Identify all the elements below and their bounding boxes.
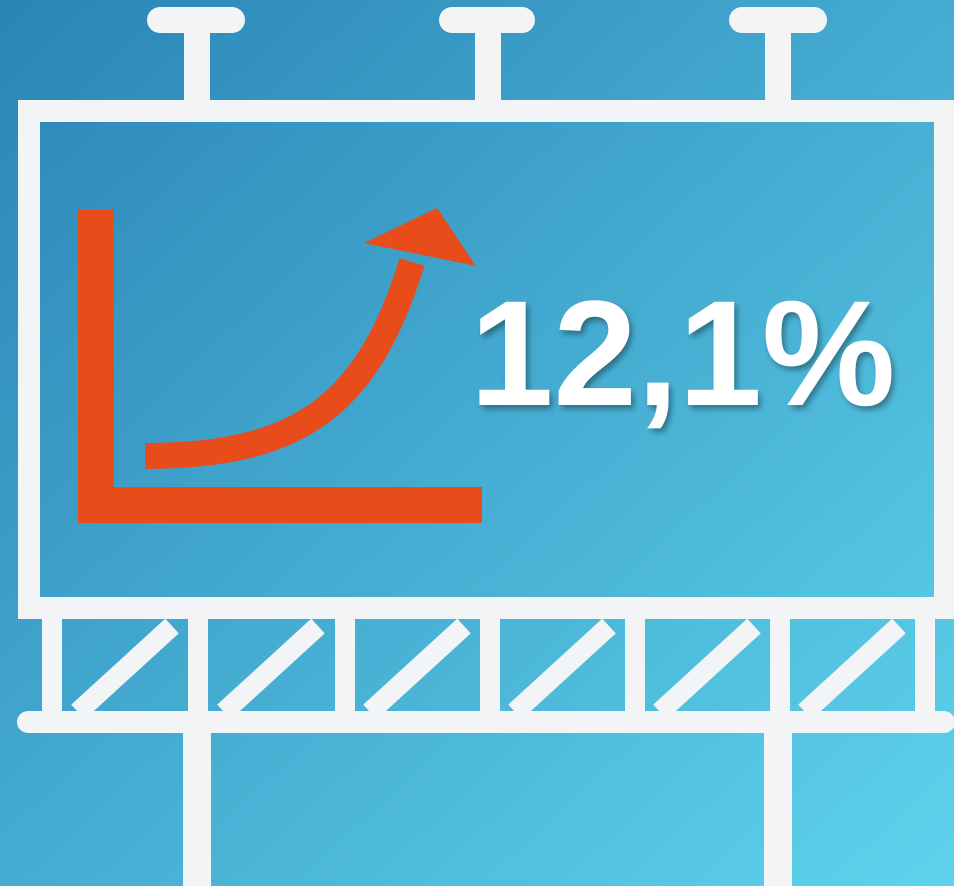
page: {"figure": "12,1%"}: [0, 0, 954, 886]
billboard-illustration: 12,1%: [0, 0, 954, 886]
background: [0, 0, 954, 886]
figure-text: 12,1%: [470, 269, 895, 437]
